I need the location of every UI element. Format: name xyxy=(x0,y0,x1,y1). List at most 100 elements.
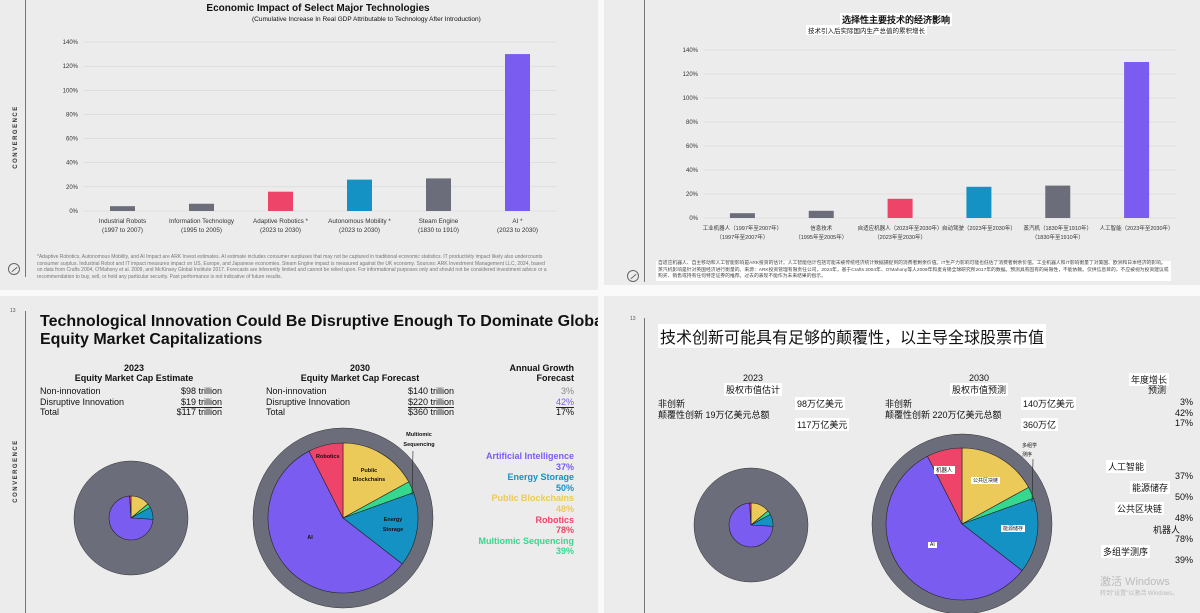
bar xyxy=(808,210,834,218)
y-tick-label: 60% xyxy=(686,144,699,150)
legend-blockchain-value: 48% xyxy=(555,504,574,514)
panel-economic-impact-en: CONVERGENCE Economic Impact of Select Ma… xyxy=(0,0,598,290)
windows-activation-watermark: 激活 Windows xyxy=(1100,576,1170,588)
windows-activation-hint: 转到"设置"以激活 Windows。 xyxy=(1100,591,1179,597)
growth-value: 42% xyxy=(1174,408,1193,418)
row-label: 颠覆性创新 220万亿美元总额 xyxy=(885,410,1002,420)
row-value: 117万亿美元 xyxy=(795,418,850,431)
y-tick-label: 120% xyxy=(683,72,699,78)
row-value: 360万亿 xyxy=(1021,418,1059,431)
y-tick-label: 80% xyxy=(686,120,699,126)
pie-slice-energy-storage xyxy=(961,497,1039,572)
leader-line xyxy=(1031,458,1034,503)
pie-label-multiomic: Multiomic xyxy=(406,432,432,438)
y-tick-label: 120% xyxy=(63,64,79,70)
page-number: 13 xyxy=(630,316,636,322)
x-tick-label: (2023 to 2030) xyxy=(260,227,301,234)
growth-value: 17% xyxy=(555,407,574,417)
x-tick-label: (1830 to 1910) xyxy=(418,227,459,234)
row-value: $117 trillion xyxy=(176,407,222,417)
pie-label-ai: AI xyxy=(307,535,313,541)
row-label: Disruptive Innovation xyxy=(40,397,125,407)
pie-label-blockchains: 公共区块链 xyxy=(971,477,1001,484)
bar xyxy=(966,186,992,218)
legend-energy-value: 50% xyxy=(555,483,574,493)
row-value: $220 trillion xyxy=(407,397,454,408)
bar xyxy=(887,198,913,218)
chart-title: 选择性主要技术的经济影响 xyxy=(840,13,953,26)
row-label: 非创新 xyxy=(658,399,686,409)
x-tick-label: 信息技术 xyxy=(810,224,833,232)
growth-value: 3% xyxy=(1179,397,1193,407)
growth-heading: 年度增长 xyxy=(1129,373,1170,386)
year-2030: 2030 xyxy=(968,373,990,383)
pie-slice-public-blockchains xyxy=(342,442,410,519)
pie-label-robotics: 机器人 xyxy=(934,466,955,474)
legend-robotics: 机器人 xyxy=(1152,525,1180,535)
y-tick-label: 100% xyxy=(683,96,699,102)
ark-logo-icon xyxy=(8,263,20,275)
legend-energy-value: 50% xyxy=(1174,492,1193,502)
bar xyxy=(426,178,451,211)
ark-logo-icon xyxy=(627,270,639,282)
y-tick-label: 140% xyxy=(63,40,79,46)
x-tick-label: 自适应机器人（2023年至2030年） xyxy=(858,224,943,232)
pie-label-energy: Storage xyxy=(382,527,404,533)
legend-ai: Artificial Intelligence xyxy=(485,451,574,461)
pie-label-multiomic: Sequencing xyxy=(403,442,435,448)
title: 技术创新可能具有足够的颠覆性，以主导全球股票市值 xyxy=(658,324,1047,348)
legend-blockchain: Public Blockchains xyxy=(491,493,574,503)
bar xyxy=(347,179,372,211)
bar xyxy=(1124,62,1150,218)
legend-robotics-value: 78% xyxy=(1174,534,1193,544)
pie-label-energy: Energy xyxy=(383,517,403,523)
bar xyxy=(189,203,214,211)
growth-value: 17% xyxy=(1174,418,1193,428)
growth-heading: Forecast xyxy=(536,373,574,383)
legend-robotics: Robotics xyxy=(535,515,574,525)
row-value: $19 trillion xyxy=(180,397,222,408)
x-tick-label: （1995年至2005年） xyxy=(795,233,847,241)
bar xyxy=(505,54,530,212)
footnote: *Adaptive Robotics, Autonomous Mobility,… xyxy=(37,254,547,280)
panel-economic-impact-zh: 选择性主要技术的经济影响 技术引入后实际国内生产总值的累积增长 0% 20% 40%… xyxy=(604,0,1200,285)
pie-slice-robotics xyxy=(129,495,132,519)
legend-ai: 人工智能 xyxy=(1106,460,1147,473)
pie-slice-ai xyxy=(728,502,774,548)
y-tick-label: 60% xyxy=(66,137,79,143)
row-value: 98万亿美元 xyxy=(795,397,846,410)
title-line1: Technological Innovation Could Be Disrup… xyxy=(40,313,598,330)
x-tick-label: (2023 to 2030) xyxy=(339,227,380,234)
heading-2023: 股权市值估计 xyxy=(723,383,783,396)
pie-slice-public-blockchains xyxy=(961,447,1030,525)
chart-subtitle: 技术引入后实际国内生产总值的累积增长 xyxy=(806,25,927,35)
chart-title: Economic Impact of Select Major Technolo… xyxy=(206,3,430,14)
legend-blockchain: 公共区块链 xyxy=(1115,502,1165,515)
pie-label-multiomic: 测序 xyxy=(1022,452,1033,458)
y-tick-label: 20% xyxy=(66,185,79,191)
y-tick-label: 40% xyxy=(66,161,79,167)
row-value: $140 trillion xyxy=(407,386,454,396)
growth-value: 3% xyxy=(560,386,574,396)
pie-label-robotics: Robotics xyxy=(316,454,340,460)
legend-multiomic-value: 39% xyxy=(555,546,574,556)
y-tick-label: 0% xyxy=(689,216,698,222)
pie-slice-energy-storage xyxy=(342,492,419,565)
pie-label-blockchains: Public xyxy=(360,468,378,474)
x-tick-label: 蒸汽机（1830年至1910年） xyxy=(1024,224,1092,232)
pie-slice-robotics xyxy=(308,442,344,519)
row-label: Total xyxy=(40,407,60,417)
divider xyxy=(644,318,645,613)
x-tick-label: Industrial Robots xyxy=(99,218,146,225)
divider xyxy=(644,0,645,282)
row-label: Disruptive Innovation xyxy=(266,397,351,407)
bar-chart-zh: 0% 20% 40% 60% 80% 100% 120% 140% 工业机器人（1997年至20… xyxy=(683,48,1176,241)
growth-heading: Annual Growth xyxy=(509,363,575,373)
row-value: 140万亿美元 xyxy=(1021,397,1077,410)
x-tick-label: Adaptive Robotics * xyxy=(253,218,309,225)
y-tick-label: 80% xyxy=(66,112,79,118)
legend-robotics-value: 78% xyxy=(555,525,574,535)
y-tick-label: 20% xyxy=(686,192,699,198)
bar xyxy=(1045,185,1071,218)
row-label: Non-innovation xyxy=(266,386,327,396)
